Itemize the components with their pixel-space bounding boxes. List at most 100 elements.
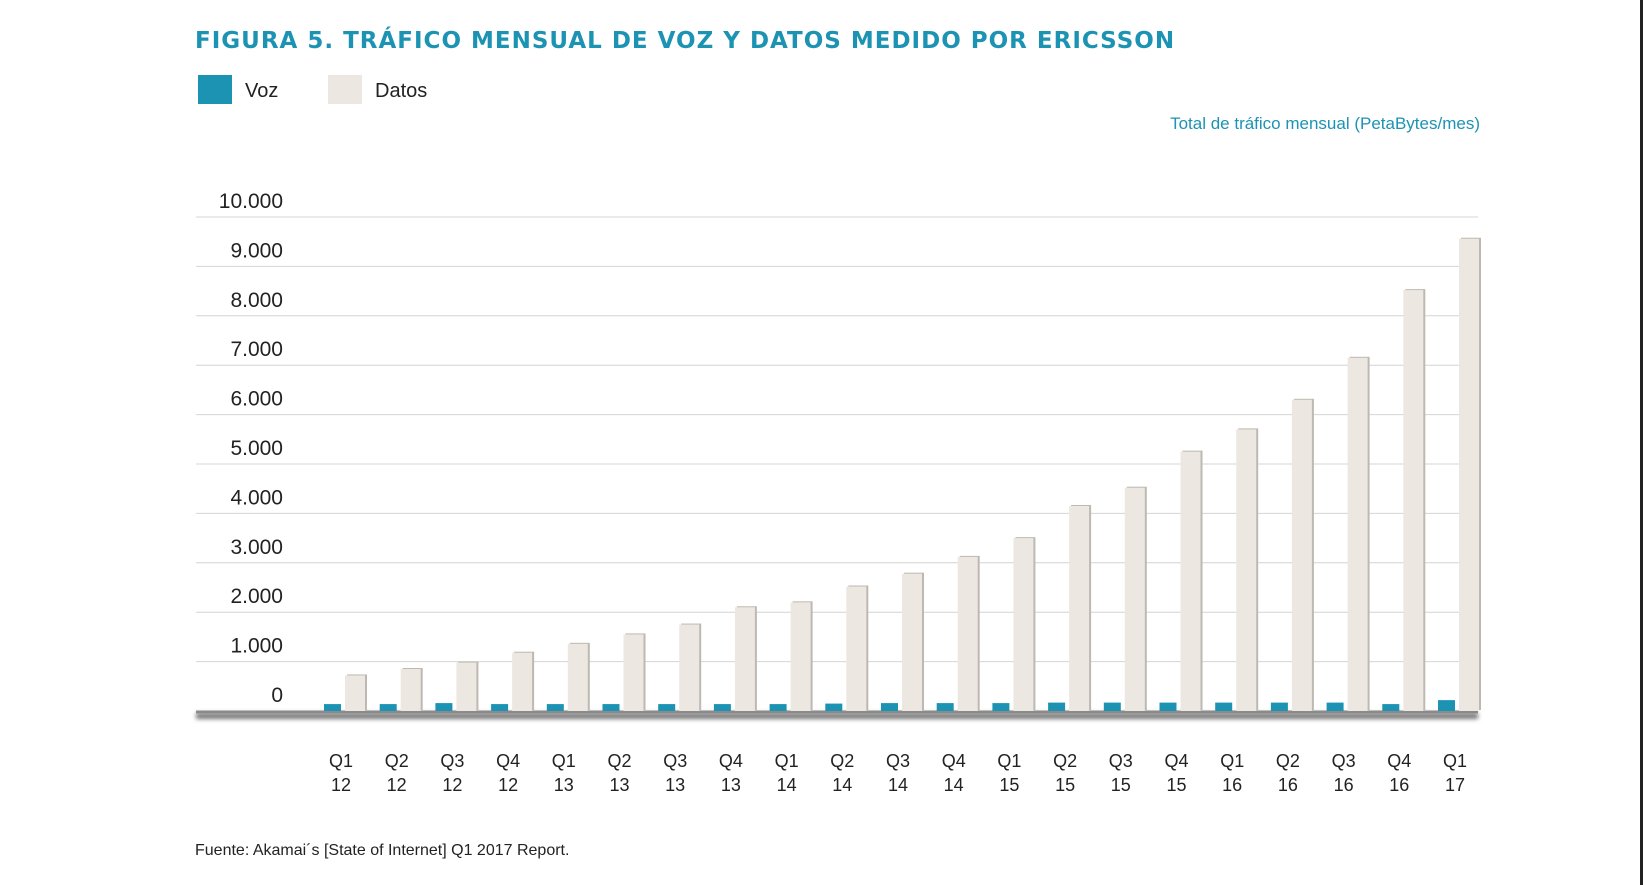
x-tick-quarter: Q2 [830, 751, 854, 771]
y-tick-label: 6.000 [230, 388, 283, 411]
x-tick-year: 12 [331, 775, 351, 795]
figure-title: FIGURA 5. TRÁFICO MENSUAL DE VOZ Y DATOS… [195, 28, 1176, 54]
source-note: Fuente: Akamai´s [State of Internet] Q1 … [195, 842, 570, 859]
bar-datos [1069, 505, 1090, 711]
x-tick-quarter: Q1 [329, 751, 353, 771]
x-tick-year: 16 [1334, 775, 1354, 795]
x-tick-quarter: Q4 [942, 751, 966, 771]
bar-datos [1403, 290, 1424, 711]
bar-voz [1103, 702, 1121, 711]
x-tick-year: 14 [944, 775, 964, 795]
y-tick-label: 10.000 [219, 190, 283, 213]
bar-datos [790, 602, 811, 711]
bar-datos [1013, 538, 1034, 711]
x-tick-year: 17 [1445, 775, 1465, 795]
bar-datos [400, 669, 421, 711]
x-tick-year: 16 [1222, 775, 1242, 795]
bar-datos [902, 573, 922, 711]
x-tick-quarter: Q2 [607, 751, 631, 771]
bar-datos [345, 675, 365, 711]
y-tick-label: 8.000 [230, 289, 283, 312]
y-tick-label: 0 [271, 684, 283, 707]
bar-voz [992, 703, 1010, 711]
bar-datos [846, 586, 867, 711]
legend-swatch-datos [328, 75, 362, 104]
bar-voz [658, 704, 676, 711]
x-tick-quarter: Q3 [440, 751, 464, 771]
y-tick-label: 3.000 [230, 536, 283, 559]
x-tick-year: 15 [1166, 775, 1186, 795]
x-tick-quarter: Q3 [663, 751, 687, 771]
bar-datos [734, 607, 755, 711]
y-tick-label: 5.000 [230, 437, 283, 460]
unit-label: Total de tráfico mensual (PetaBytes/mes) [1170, 114, 1480, 133]
x-axis-ticks: Q1 12 Q2 12 Q3 12 Q4 12 Q1 13 Q2 13 Q3 13 Q4 13 Q1 14 Q2 14… [329, 751, 1467, 795]
bar-voz [1270, 702, 1288, 711]
x-tick-year: 15 [1111, 775, 1131, 795]
bar-datos [1459, 238, 1479, 711]
x-tick-year: 15 [1055, 775, 1075, 795]
x-tick-year: 15 [999, 775, 1019, 795]
baseline-shadow [196, 713, 1478, 719]
x-tick-quarter: Q1 [775, 751, 799, 771]
x-tick-quarter: Q2 [1053, 751, 1077, 771]
x-tick-year: 16 [1389, 775, 1409, 795]
y-tick-label: 2.000 [230, 585, 283, 608]
bar-datos [1347, 357, 1368, 711]
bar-voz [1438, 700, 1455, 711]
x-tick-quarter: Q3 [1109, 751, 1133, 771]
bar-voz [1159, 702, 1177, 711]
x-tick-quarter: Q1 [1220, 751, 1244, 771]
bar-voz [435, 703, 453, 711]
x-tick-quarter: Q2 [1276, 751, 1300, 771]
bar-datos [623, 634, 644, 711]
x-tick-year: 13 [721, 775, 741, 795]
bar-voz [936, 703, 954, 711]
bar-voz [379, 704, 397, 711]
bar-voz [602, 704, 620, 711]
x-tick-year: 13 [665, 775, 685, 795]
bar-voz [881, 703, 898, 711]
bar-datos [456, 662, 477, 711]
x-tick-year: 12 [498, 775, 518, 795]
y-axis-ticks: 0 1.000 2.000 3.000 4.000 5.000 6.000 7.000 8.00… [219, 190, 283, 707]
bar-voz [1048, 702, 1066, 711]
x-tick-quarter: Q4 [1387, 751, 1411, 771]
x-tick-year: 14 [888, 775, 908, 795]
x-tick-quarter: Q3 [1332, 751, 1356, 771]
gridlines [196, 216, 1478, 663]
x-tick-year: 13 [554, 775, 574, 795]
bar-datos [1236, 429, 1257, 711]
bar-datos [512, 652, 533, 711]
legend-swatch-voz [198, 75, 232, 104]
bar-datos [1124, 487, 1145, 711]
bar-voz [546, 704, 564, 711]
bar-voz [491, 704, 509, 711]
x-tick-year: 14 [777, 775, 797, 795]
x-tick-quarter: Q1 [997, 751, 1021, 771]
x-tick-quarter: Q4 [719, 751, 743, 771]
x-tick-year: 13 [609, 775, 629, 795]
bar-voz [1326, 702, 1344, 711]
bar-voz [1215, 702, 1233, 711]
y-tick-label: 4.000 [230, 486, 283, 509]
bar-datos [567, 643, 588, 711]
bar-datos [1291, 399, 1312, 711]
y-tick-label: 1.000 [230, 635, 283, 658]
bar-voz [825, 703, 843, 711]
x-tick-year: 16 [1278, 775, 1298, 795]
y-tick-label: 7.000 [230, 338, 283, 361]
x-tick-year: 14 [832, 775, 852, 795]
x-tick-quarter: Q3 [886, 751, 910, 771]
x-tick-quarter: Q1 [552, 751, 576, 771]
x-tick-year: 12 [442, 775, 462, 795]
legend-label-voz: Voz [245, 80, 279, 102]
x-tick-quarter: Q1 [1443, 751, 1467, 771]
x-tick-quarter: Q2 [385, 751, 409, 771]
legend-label-datos: Datos [375, 80, 428, 102]
bars [324, 237, 1481, 711]
bar-datos [957, 556, 978, 711]
bar-voz [769, 704, 787, 711]
bar-voz [713, 704, 731, 711]
